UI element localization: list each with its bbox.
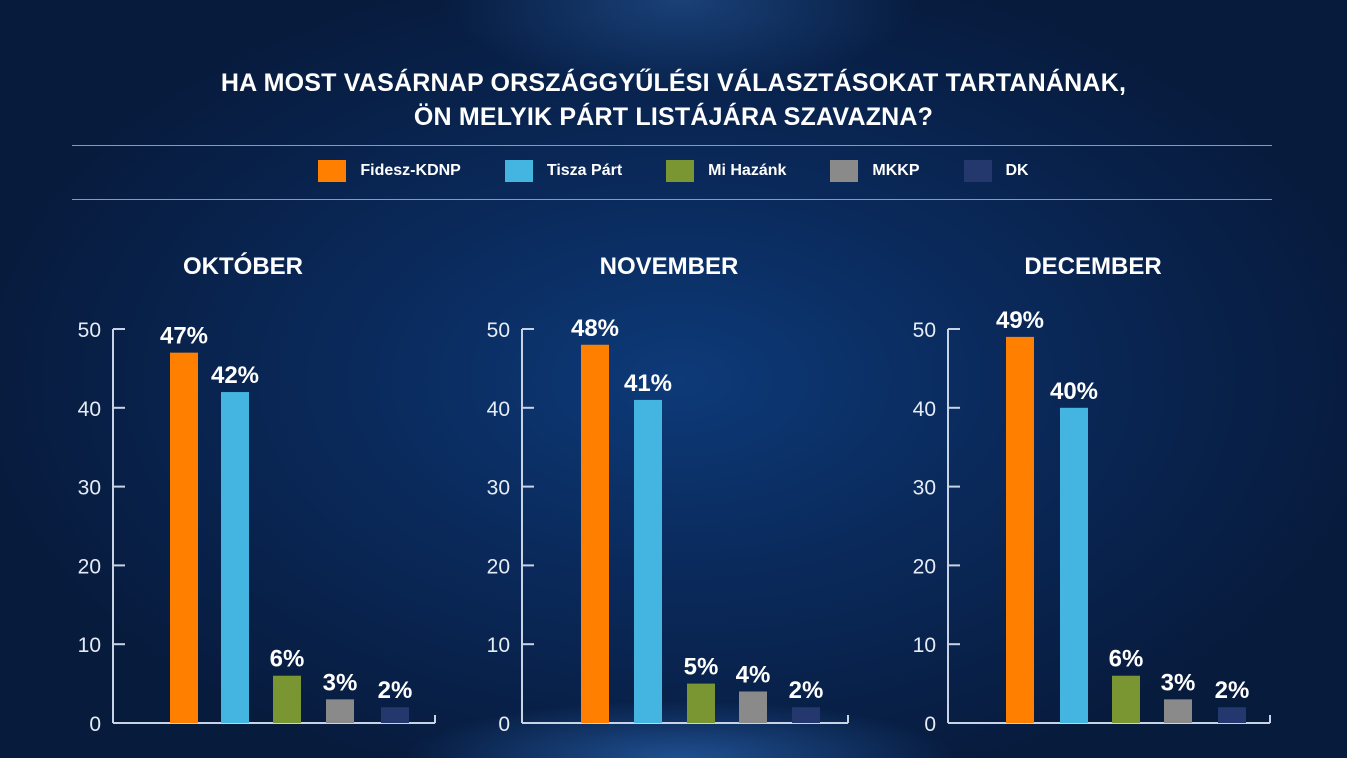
title-line-2: ÖN MELYIK PÁRT LISTÁJÁRA SZAVAZNA? [413, 103, 934, 131]
y-tick-label: 20 [913, 555, 936, 578]
data-label: 49% [996, 307, 1044, 334]
bar-mkkp [739, 691, 767, 723]
legend: Fidesz-KDNP Tisza Párt Mi Hazánk MKKP DK [0, 160, 1347, 182]
data-label: 4% [736, 661, 771, 688]
legend-item: Tisza Párt [504, 160, 623, 182]
y-tick-label: 30 [78, 477, 101, 500]
bar-tisza-p-rt [1060, 407, 1088, 723]
data-label: 42% [211, 362, 259, 389]
title-line-1: HA MOST VASÁRNAP ORSZÁGGYŰLÉSI VÁLASZTÁS… [220, 69, 1127, 97]
y-tick-label: 10 [78, 634, 101, 657]
bar-mi-haz-nk [273, 675, 301, 723]
y-tick-label: 50 [78, 319, 101, 342]
legend-label: Tisza Párt [546, 162, 623, 179]
bottom-glow [400, 700, 960, 758]
legend-item: MKKP [830, 160, 920, 182]
y-tick-label: 50 [913, 319, 936, 342]
legend-swatch [504, 160, 533, 182]
y-tick-label: 50 [487, 319, 510, 342]
y-tick-label: 20 [78, 555, 101, 578]
data-label: 48% [571, 315, 619, 342]
chart-title: HA MOST VASÁRNAP ORSZÁGGYŰLÉSI VÁLASZTÁS… [0, 66, 1347, 134]
legend-item: Mi Hazánk [666, 160, 786, 182]
bar-mi-haz-nk [687, 683, 715, 723]
legend-label: DK [1005, 162, 1029, 179]
bar-mi-haz-nk [1112, 675, 1140, 723]
y-tick-label: 40 [487, 398, 510, 421]
legend-swatch [830, 160, 859, 182]
data-label: 3% [1161, 669, 1196, 696]
y-tick-label: 0 [498, 713, 510, 736]
y-tick-label: 10 [913, 634, 936, 657]
y-tick-label: 20 [487, 555, 510, 578]
legend-item: Fidesz-KDNP [318, 160, 461, 182]
data-label: 5% [684, 654, 719, 681]
y-tick-label: 30 [487, 477, 510, 500]
y-tick-label: 0 [924, 713, 936, 736]
data-label: 41% [624, 370, 672, 397]
legend-item: DK [963, 160, 1029, 182]
data-label: 6% [270, 646, 305, 673]
panel-title: OKTÓBER [183, 252, 303, 280]
bar-tisza-p-rt [634, 399, 662, 723]
data-label: 2% [789, 677, 824, 704]
data-label: 3% [323, 669, 358, 696]
y-tick-label: 30 [913, 477, 936, 500]
bar-dk [381, 707, 409, 723]
y-tick-label: 0 [89, 713, 101, 736]
data-label: 2% [378, 677, 413, 704]
bar-fidesz-kdnp [581, 344, 609, 723]
data-label: 2% [1215, 677, 1250, 704]
legend-swatch [318, 160, 347, 182]
data-label: 6% [1109, 646, 1144, 673]
y-tick-label: 40 [78, 398, 101, 421]
panel-title: DECEMBER [1024, 253, 1161, 280]
legend-swatch [963, 160, 992, 182]
bar-dk [792, 707, 820, 723]
data-label: 47% [160, 323, 208, 350]
data-label: 40% [1050, 378, 1098, 405]
divider-top [72, 145, 1272, 146]
legend-label: Mi Hazánk [708, 162, 787, 179]
bar-dk [1218, 707, 1246, 723]
divider-bottom [72, 199, 1272, 200]
bar-mkkp [326, 699, 354, 723]
bar-mkkp [1164, 699, 1192, 723]
y-tick-label: 10 [487, 634, 510, 657]
legend-label: MKKP [872, 162, 920, 179]
legend-swatch [666, 160, 695, 182]
y-tick-label: 40 [913, 398, 936, 421]
bar-fidesz-kdnp [1006, 336, 1034, 723]
panel-title: NOVEMBER [600, 253, 739, 280]
legend-label: Fidesz-KDNP [360, 162, 461, 179]
bar-tisza-p-rt [221, 392, 249, 723]
bar-fidesz-kdnp [170, 352, 198, 723]
top-glow [440, 0, 920, 90]
